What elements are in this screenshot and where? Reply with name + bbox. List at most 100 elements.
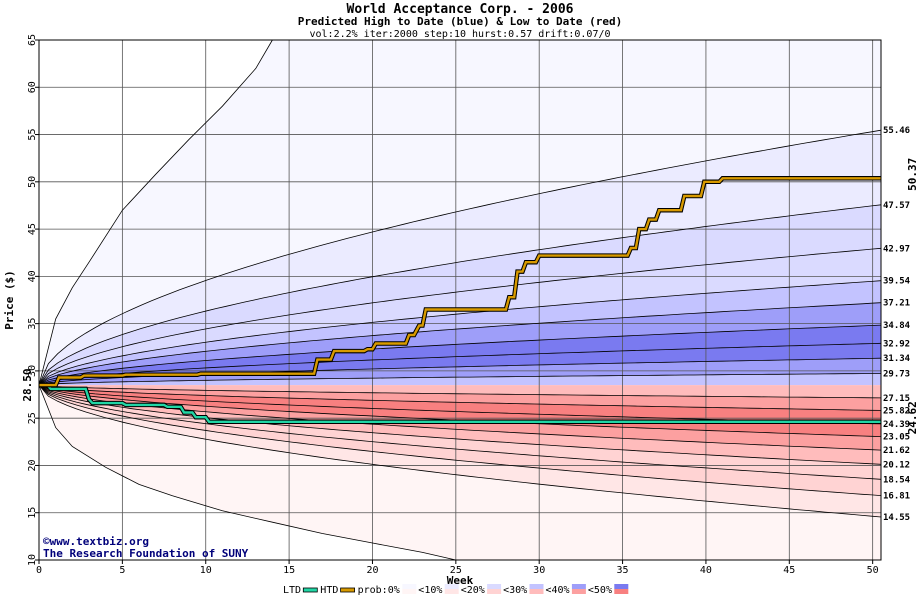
band-boundary: [38, 384, 882, 518]
upper-band: [39, 373, 881, 386]
y-tick-label: 35: [27, 318, 38, 330]
legend-band-label: <10%: [418, 585, 442, 596]
y-tick-label: 60: [27, 81, 38, 93]
legend-prob-label: prob:0%: [358, 585, 400, 596]
probability-bands: [39, 40, 881, 560]
legend-htd-swatch: [340, 587, 356, 593]
y-tick-label: 65: [27, 34, 38, 46]
credit-org: The Research Foundation of SUNY: [43, 547, 249, 560]
band-end-label: 37.21: [883, 299, 910, 309]
legend-band-label: <30%: [503, 585, 527, 596]
legend-ltd-swatch: [302, 587, 318, 593]
band-boundary: [38, 247, 882, 386]
y-tick-label: 45: [27, 223, 38, 235]
band-boundary: [38, 280, 882, 386]
x-axis-ticks: 0 5 10 15 20 25 30 35 40 45 50: [36, 560, 879, 576]
band-end-label: 25.82: [883, 406, 910, 416]
legend-band-blue: [529, 584, 544, 589]
lower-band: [39, 385, 881, 424]
y-tick-label: 50: [27, 176, 38, 188]
legend-band-blue: [444, 584, 459, 589]
band-boundary: [38, 204, 882, 386]
legend-band-0-blue: [402, 584, 417, 589]
chart-title: World Acceptance Corp. - 2006: [347, 2, 574, 17]
upper-band: [39, 358, 881, 386]
legend-band-red: [444, 589, 459, 594]
legend-band-red: [487, 589, 502, 594]
band-boundary: [38, 384, 882, 480]
band-boundaries: [38, 39, 882, 561]
upper-band: [39, 248, 881, 386]
credits: ©www.textbiz.org The Research Foundation…: [43, 535, 249, 560]
lower-band: [39, 385, 881, 398]
lower-band: [39, 385, 881, 451]
legend-band-label: <20%: [461, 585, 485, 596]
y-tick-label: 10: [27, 554, 38, 566]
band-end-label: 32.92: [883, 339, 910, 349]
upper-band: [39, 280, 881, 386]
band-end-label: 27.15: [883, 394, 910, 404]
band-end-label: 21.62: [883, 446, 910, 456]
x-tick-label: 45: [783, 565, 795, 576]
legend-band-blue: [487, 584, 502, 589]
x-tick-label: 5: [119, 565, 125, 576]
x-tick-label: 40: [700, 565, 712, 576]
lower-band: [39, 385, 881, 465]
low-to-date-line: [39, 383, 881, 423]
x-tick-label: 25: [450, 565, 462, 576]
band-end-label: 42.97: [883, 244, 910, 254]
y-tick-label: 30: [27, 365, 38, 377]
y-tick-label: 40: [27, 270, 38, 282]
upper-band: [39, 325, 881, 386]
band-boundary: [38, 302, 882, 386]
band-end-label: 29.73: [883, 369, 910, 379]
credit-site: ©www.textbiz.org: [43, 535, 149, 548]
plot-frame: [38, 39, 882, 561]
legend: LTD HTD prob:0% <10% <20% <30% <40% <50%: [283, 584, 629, 596]
band-end-label: 20.12: [883, 460, 910, 470]
outer-upper-boundary: [38, 39, 273, 386]
band-end-label: 14.55: [883, 513, 910, 523]
legend-band-blue: [614, 584, 629, 589]
start-price-label: 28.50: [21, 369, 34, 402]
band-boundary: [38, 384, 882, 399]
band-end-labels: 55.46 47.57 42.97 39.54 37.21 34.84 32.92 31.34…: [883, 126, 911, 523]
y-tick-label: 20: [27, 459, 38, 471]
outer-lower-boundary: [38, 384, 456, 561]
legend-ltd-label: LTD: [283, 585, 301, 596]
band-end-label: 31.34: [883, 354, 911, 364]
band-end-label: 39.54: [883, 277, 911, 287]
legend-band-red: [571, 589, 586, 594]
band-end-label: 16.81: [883, 492, 910, 502]
band-end-label: 47.57: [883, 201, 910, 211]
legend-band-red: [614, 589, 629, 594]
band-end-label: 34.84: [883, 321, 911, 331]
x-tick-label: 20: [366, 565, 378, 576]
high-to-date-line: [39, 177, 881, 387]
band-end-label: 23.05: [883, 433, 910, 443]
x-axis-label: Week: [447, 574, 474, 587]
x-tick-label: 30: [533, 565, 545, 576]
legend-htd-label: HTD: [320, 585, 338, 596]
band-boundary: [38, 373, 881, 386]
x-tick-label: 10: [200, 565, 212, 576]
x-tick-label: 15: [283, 565, 295, 576]
legend-band-label: <50%: [588, 585, 612, 596]
chart-params: vol:2.2% iter:2000 step:10 hurst:0.57 dr…: [309, 29, 610, 40]
y-axis-label: Price ($): [3, 270, 16, 330]
band-end-label: 24.39: [883, 420, 910, 430]
x-tick-label: 50: [867, 565, 879, 576]
band-boundary: [38, 384, 882, 451]
ltd-final-label: 24.62: [906, 401, 919, 434]
legend-band-red: [529, 589, 544, 594]
lower-band: [39, 385, 881, 480]
htd-final-label: 50.37: [906, 158, 919, 191]
lower-band: [39, 385, 881, 517]
legend-band-label: <40%: [546, 585, 570, 596]
band-end-label: 18.54: [883, 475, 911, 485]
band-boundary: [38, 324, 882, 386]
band-boundary: [38, 129, 882, 386]
band-boundary: [38, 384, 882, 465]
upper-band: [39, 343, 881, 386]
